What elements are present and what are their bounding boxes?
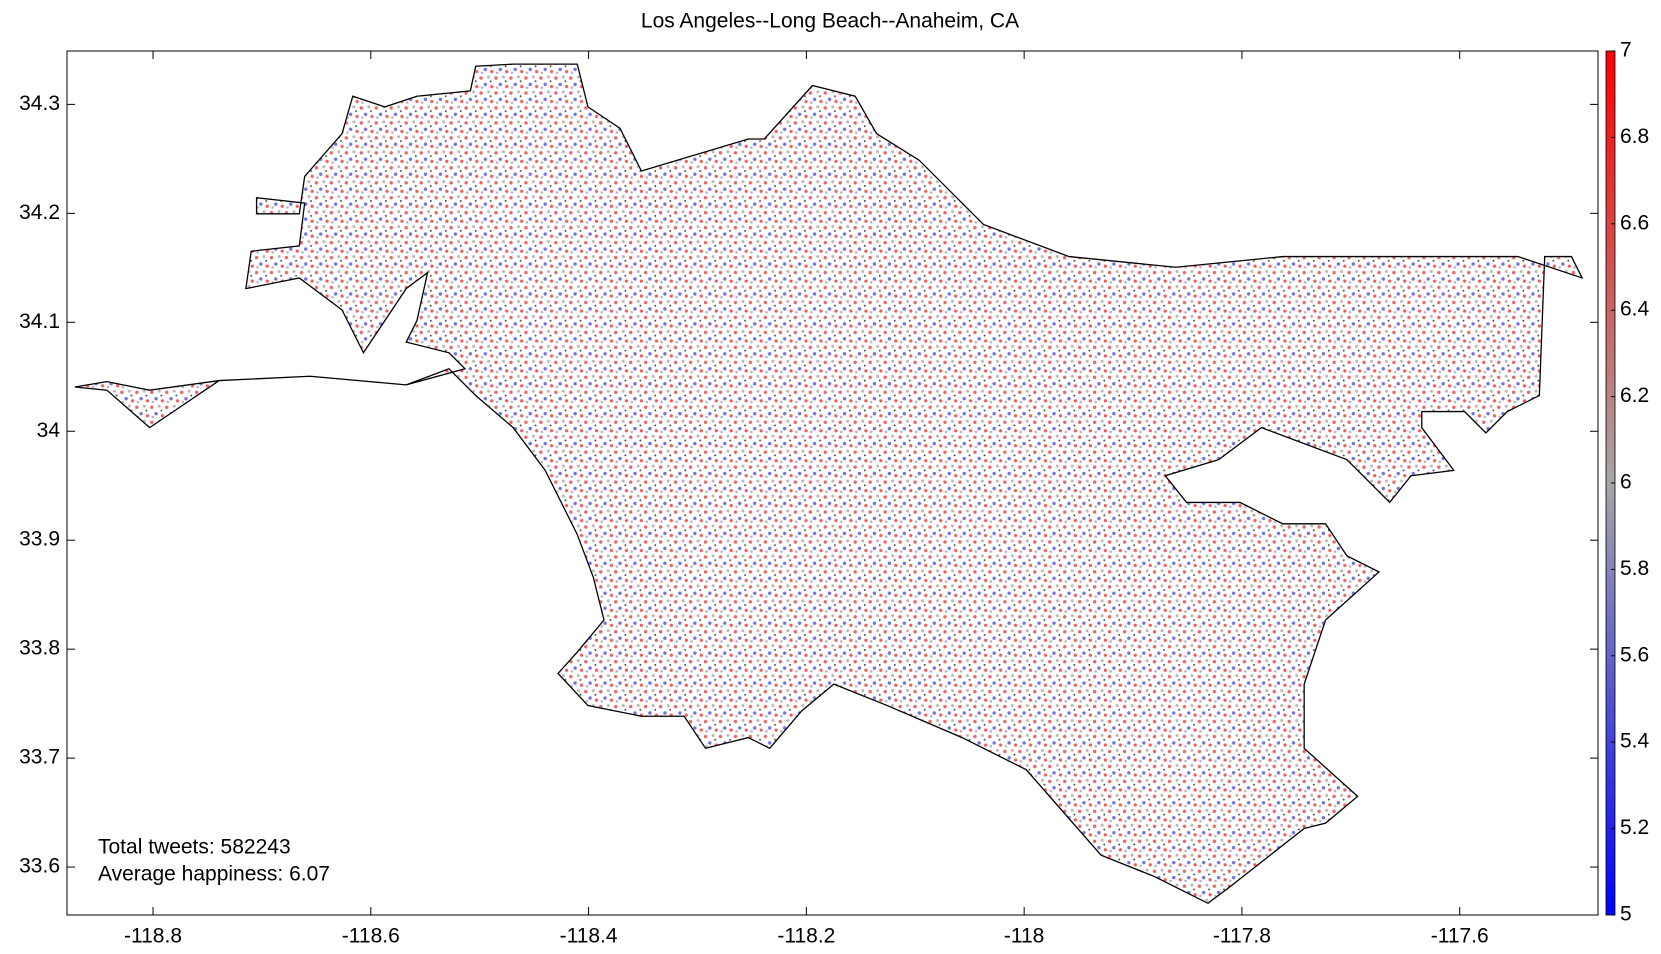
colorbar-tick-label: 5.8: [1620, 557, 1649, 580]
colorbar-tick-label: 5.4: [1620, 730, 1650, 753]
x-tick-label: -118.4: [560, 925, 618, 948]
y-tick-label: 34: [37, 419, 61, 442]
x-tick-label: -118: [1004, 925, 1044, 948]
y-tick-label: 33.8: [19, 637, 60, 660]
annotation: Average happiness: 6.07: [98, 863, 330, 886]
x-tick-label: -118.6: [342, 925, 400, 948]
colorbar-tick-label: 5.2: [1620, 816, 1649, 839]
annotation: Total tweets: 582243: [98, 836, 291, 859]
x-tick-label: -118.2: [777, 925, 835, 948]
colorbar-tick-label: 7: [1620, 39, 1632, 62]
plot-frame: [66, 50, 1599, 916]
x-tick-label: -117.8: [1213, 925, 1271, 948]
y-tick-label: 33.7: [19, 746, 60, 769]
colorbar-tick-label: 6.8: [1620, 125, 1649, 148]
y-tick-label: 34.3: [19, 92, 60, 115]
y-tick-label: 33.9: [19, 528, 60, 551]
y-tick-label: 34.2: [19, 201, 60, 224]
region-outline: [74, 63, 1584, 905]
colorbar-tick-label: 6: [1620, 471, 1632, 494]
colorbar-tick-label: 6.6: [1620, 211, 1649, 234]
x-tick-label: -117.6: [1431, 925, 1489, 948]
colorbar-tick-label: 6.2: [1620, 384, 1649, 407]
colorbar-tick-label: 6.4: [1620, 298, 1650, 321]
x-tick-label: -118.8: [124, 925, 182, 948]
y-tick-label: 33.6: [19, 855, 60, 878]
colorbar-tick-label: 5: [1620, 903, 1632, 926]
chart-title: Los Angeles--Long Beach--Anaheim, CA: [641, 10, 1019, 33]
colorbar-tick-label: 5.6: [1620, 643, 1649, 666]
y-tick-label: 34.1: [19, 310, 60, 333]
